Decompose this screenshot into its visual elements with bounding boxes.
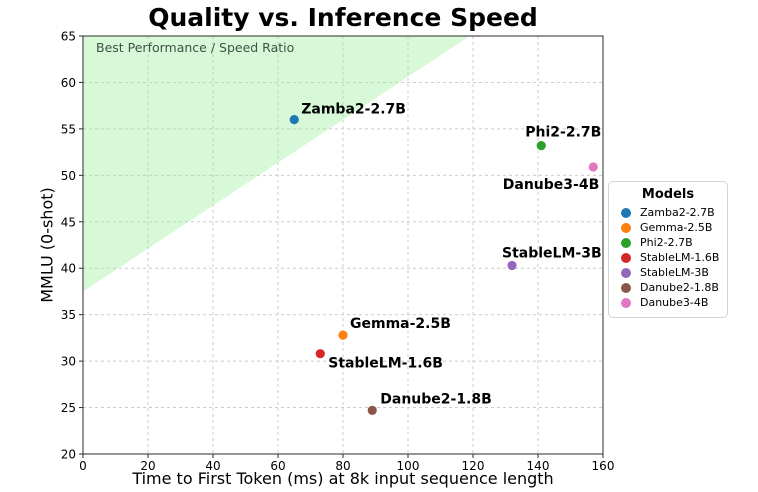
legend-marker-icon — [621, 237, 631, 248]
legend-item-label: Zamba2-2.7B — [640, 206, 715, 219]
legend-item-Gemma-2.5B: Gemma-2.5B — [615, 220, 721, 235]
legend-marker-icon — [621, 252, 631, 263]
x-tick-label: 80 — [335, 459, 350, 473]
highlight-region — [83, 36, 470, 292]
y-axis-label: MMLU (0-shot) — [37, 187, 57, 303]
legend-marker-icon — [621, 297, 631, 308]
point-label-Phi2-2.7B: Phi2-2.7B — [525, 125, 601, 141]
highlight-region-label: Best Performance / Speed Ratio — [96, 40, 295, 55]
legend-item-Danube3-4B: Danube3-4B — [615, 295, 721, 310]
y-tick-label: 35 — [61, 308, 76, 322]
data-point-Danube2-1.8B — [367, 405, 377, 415]
point-label-StableLM-1.6B: StableLM-1.6B — [328, 356, 443, 372]
legend-item-Zamba2-2.7B: Zamba2-2.7B — [615, 205, 721, 220]
legend-item-StableLM-3B: StableLM-3B — [615, 265, 721, 280]
y-tick-label: 60 — [61, 76, 76, 90]
legend: Models Zamba2-2.7B Gemma-2.5B Phi2-2.7B Sta… — [608, 181, 728, 318]
point-label-StableLM-3B: StableLM-3B — [502, 245, 602, 261]
x-tick-label: 140 — [527, 459, 550, 473]
y-tick-label: 45 — [61, 215, 76, 229]
legend-item-label: Gemma-2.5B — [640, 221, 713, 234]
legend-item-label: StableLM-3B — [640, 266, 709, 279]
x-tick-label: 120 — [462, 459, 485, 473]
legend-title: Models — [641, 187, 695, 202]
legend-marker-icon — [621, 207, 631, 218]
x-tick-label: 40 — [205, 459, 220, 473]
legend-marker-icon — [621, 282, 631, 293]
point-label-Danube3-4B: Danube3-4B — [503, 177, 599, 193]
legend-items: Zamba2-2.7B Gemma-2.5B Phi2-2.7B StableLM-1… — [615, 205, 721, 310]
y-tick-label: 30 — [61, 355, 76, 369]
legend-marker-icon — [621, 267, 631, 278]
x-axis-label: Time to First Token (ms) at 8k input seq… — [132, 469, 554, 488]
data-point-Phi2-2.7B — [536, 141, 546, 151]
point-label-Zamba2-2.7B: Zamba2-2.7B — [301, 102, 406, 118]
y-tick-label: 25 — [61, 401, 76, 415]
data-point-StableLM-3B — [507, 260, 517, 271]
x-tick-label: 0 — [79, 459, 87, 473]
legend-item-label: StableLM-1.6B — [640, 251, 720, 264]
legend-item-StableLM-1.6B: StableLM-1.6B — [615, 250, 721, 265]
legend-item-Danube2-1.8B: Danube2-1.8B — [615, 280, 721, 295]
y-tick-label: 65 — [61, 30, 76, 44]
legend-item-label: Phi2-2.7B — [640, 236, 693, 249]
x-tick-label: 100 — [397, 459, 420, 473]
data-point-Zamba2-2.7B — [289, 115, 299, 125]
y-tick-label: 55 — [61, 122, 76, 136]
y-tick-label: 40 — [61, 262, 76, 276]
point-label-Gemma-2.5B: Gemma-2.5B — [350, 316, 451, 332]
data-point-StableLM-1.6B — [315, 349, 325, 359]
chart-title: Quality vs. Inference Speed — [148, 3, 538, 32]
legend-item-Phi2-2.7B: Phi2-2.7B — [615, 235, 721, 250]
legend-item-label: Danube2-1.8B — [640, 281, 719, 294]
point-label-Danube2-1.8B: Danube2-1.8B — [380, 391, 492, 407]
x-tick-label: 160 — [592, 459, 615, 473]
y-tick-label: 50 — [61, 169, 76, 183]
y-tick-label: 20 — [61, 448, 76, 462]
data-point-Danube3-4B — [588, 162, 598, 172]
data-point-Gemma-2.5B — [338, 330, 348, 340]
x-tick-label: 60 — [270, 459, 285, 473]
legend-item-label: Danube3-4B — [640, 296, 709, 309]
legend-marker-icon — [621, 222, 631, 233]
x-tick-label: 20 — [140, 459, 155, 473]
